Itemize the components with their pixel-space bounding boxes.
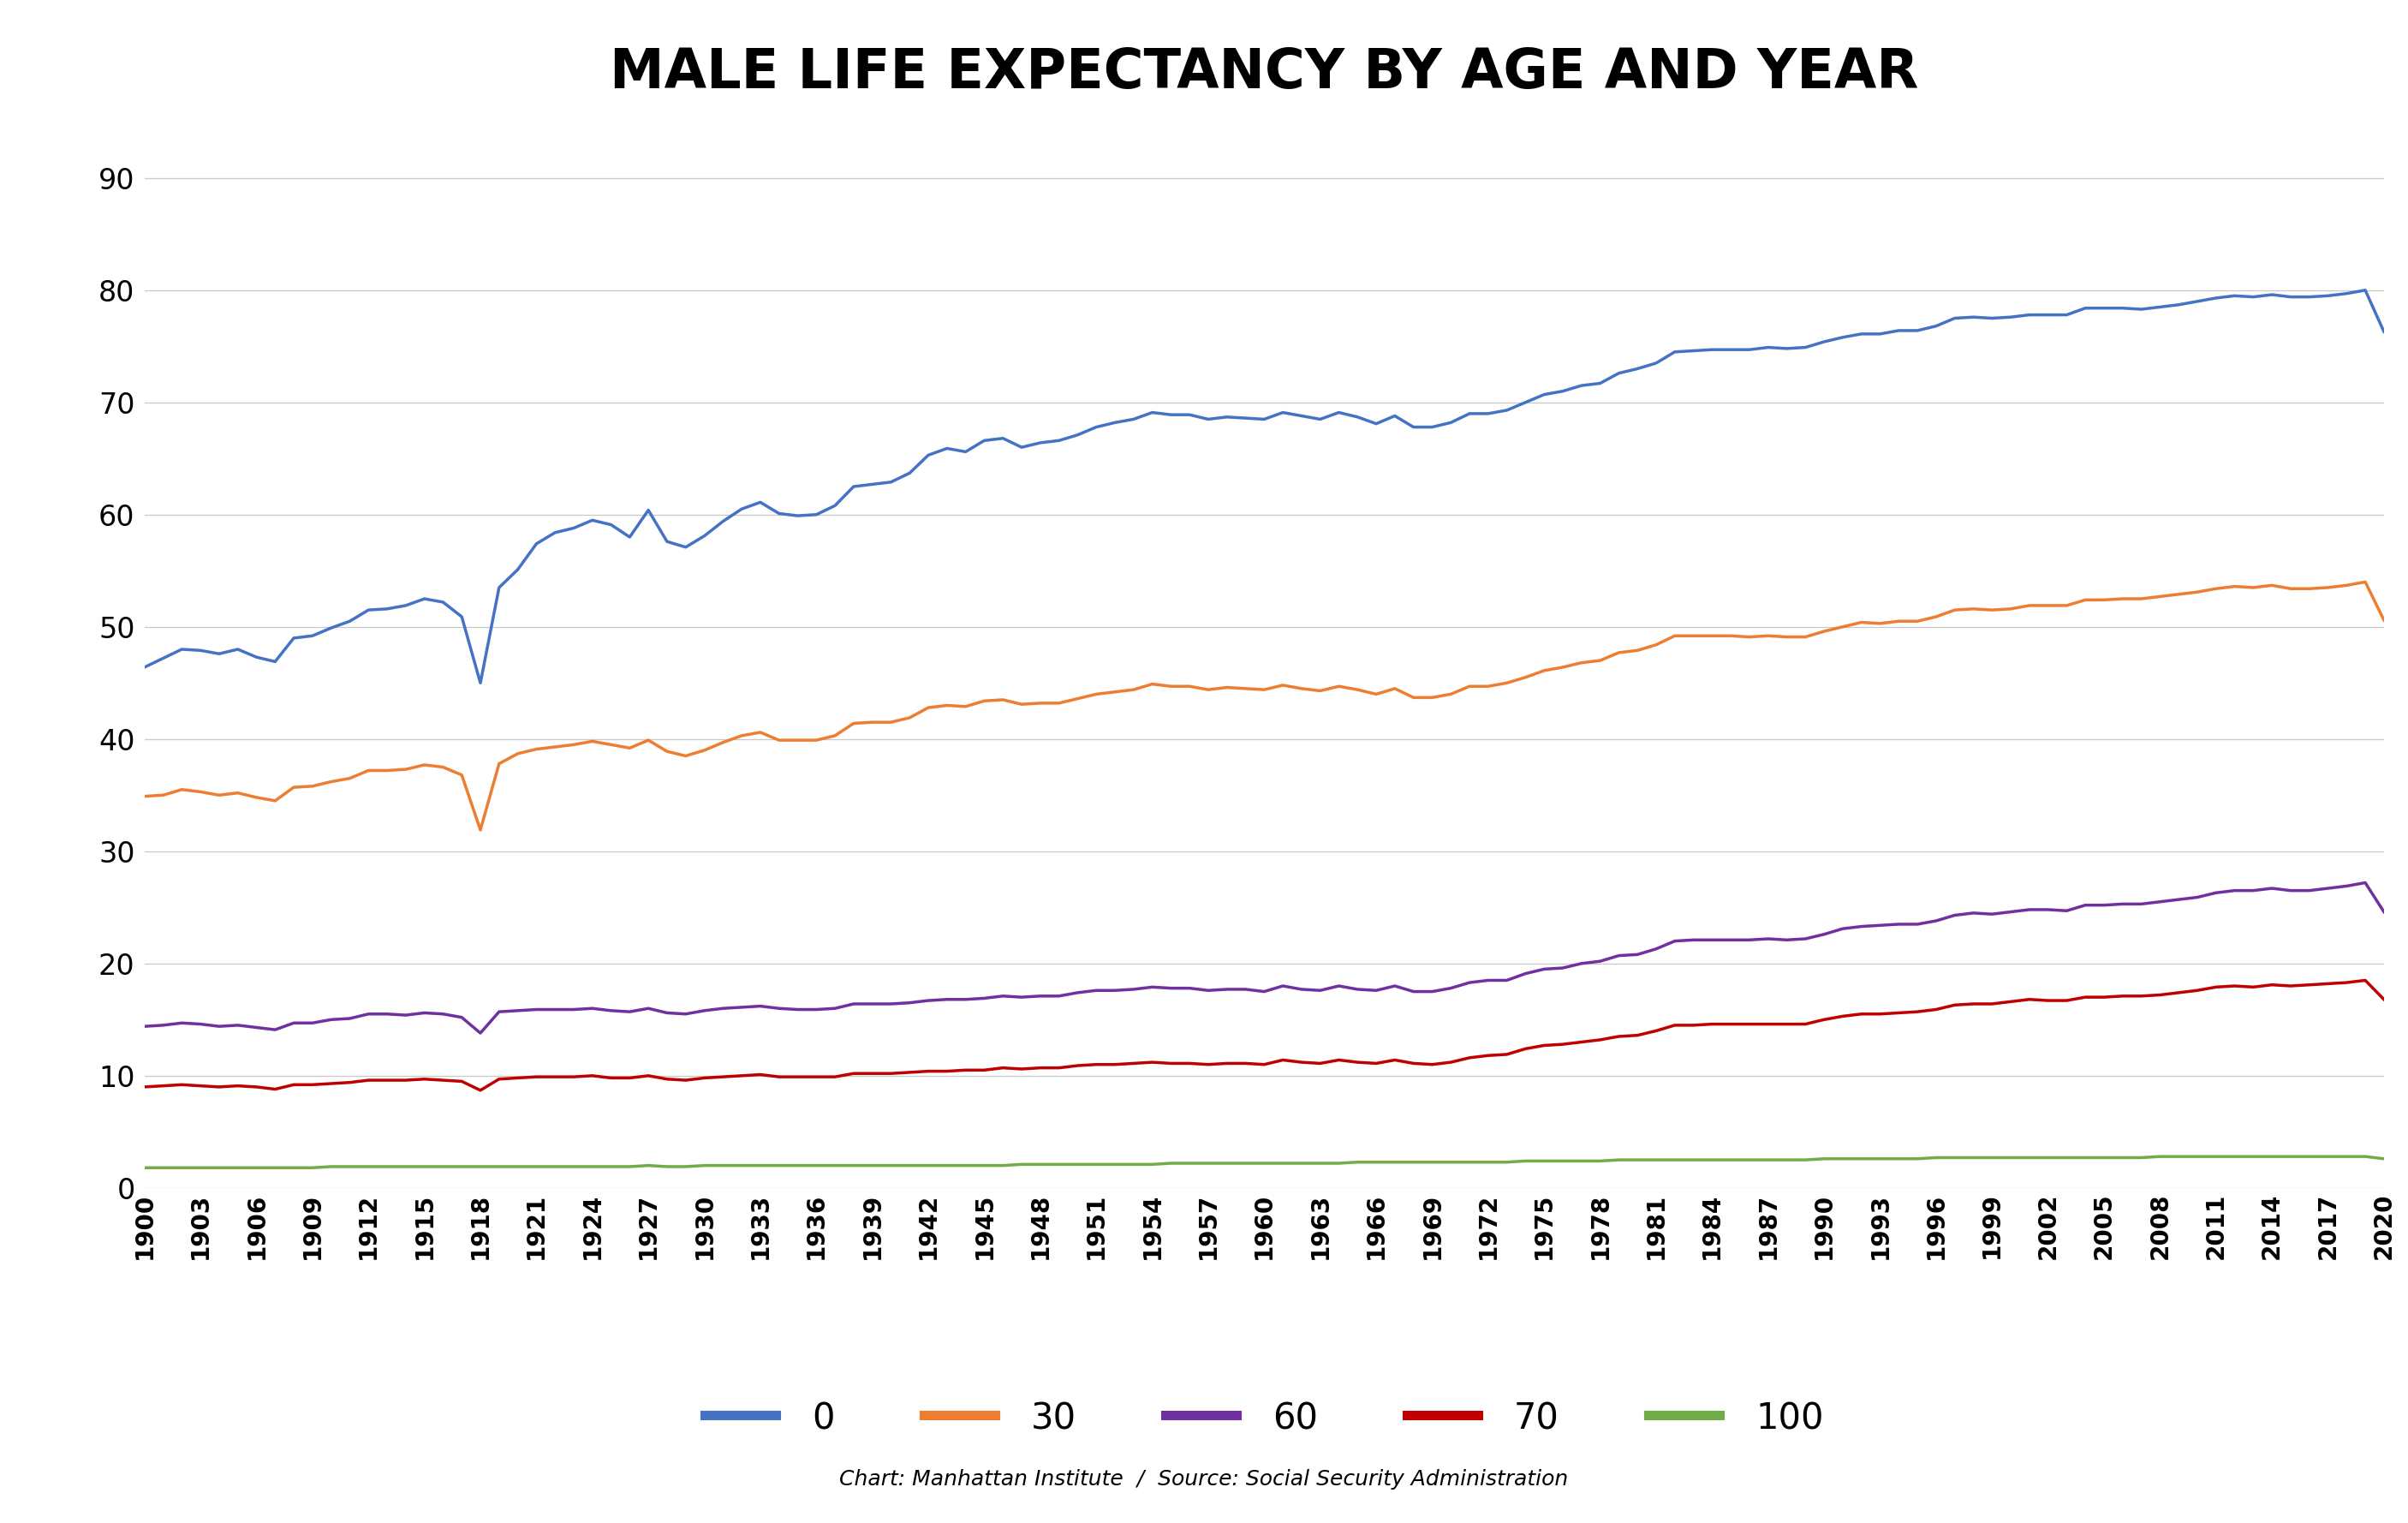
60	[2239, 882, 2268, 900]
70	[2350, 972, 2379, 990]
70	[1659, 1016, 1688, 1034]
100	[354, 1157, 383, 1176]
Line: 30: 30	[144, 582, 2384, 830]
70	[672, 1071, 701, 1089]
Line: 60: 60	[144, 883, 2384, 1033]
60	[354, 1005, 383, 1023]
60	[1548, 959, 1577, 978]
0	[1548, 382, 1577, 401]
100	[130, 1159, 159, 1177]
Line: 70: 70	[144, 981, 2384, 1090]
70	[2239, 978, 2268, 996]
0	[465, 673, 494, 691]
100	[2239, 1147, 2268, 1165]
60	[130, 1017, 159, 1036]
70	[465, 1081, 494, 1100]
0	[2350, 282, 2379, 300]
70	[130, 1078, 159, 1097]
60	[672, 1005, 701, 1023]
0	[1100, 413, 1129, 431]
60	[2350, 874, 2379, 892]
30	[1100, 682, 1129, 701]
Legend: 0, 30, 60, 70, 100: 0, 30, 60, 70, 100	[691, 1387, 1837, 1451]
30	[354, 762, 383, 780]
0	[130, 658, 159, 676]
60	[1659, 932, 1688, 950]
70	[354, 1071, 383, 1089]
Line: 100: 100	[144, 1156, 2384, 1168]
0	[672, 538, 701, 556]
100	[2146, 1147, 2174, 1165]
Line: 0: 0	[144, 291, 2384, 682]
100	[653, 1157, 681, 1176]
70	[1100, 1055, 1129, 1074]
30	[1548, 658, 1577, 676]
Text: Chart: Manhattan Institute  /  Source: Social Security Administration: Chart: Manhattan Institute / Source: Soc…	[840, 1468, 1568, 1489]
100	[1529, 1151, 1558, 1170]
Title: MALE LIFE EXPECTANCY BY AGE AND YEAR: MALE LIFE EXPECTANCY BY AGE AND YEAR	[609, 47, 1919, 99]
100	[2369, 1150, 2398, 1168]
0	[354, 602, 383, 620]
0	[2239, 288, 2268, 306]
30	[465, 821, 494, 839]
30	[2350, 573, 2379, 591]
30	[2239, 579, 2268, 597]
30	[672, 746, 701, 765]
60	[465, 1023, 494, 1042]
100	[1081, 1156, 1110, 1174]
70	[2369, 990, 2398, 1008]
60	[1100, 981, 1129, 999]
30	[1659, 626, 1688, 644]
0	[2369, 323, 2398, 341]
60	[2369, 903, 2398, 921]
70	[1548, 1036, 1577, 1054]
0	[1659, 343, 1688, 361]
100	[1642, 1151, 1671, 1170]
30	[2369, 611, 2398, 629]
30	[130, 787, 159, 806]
